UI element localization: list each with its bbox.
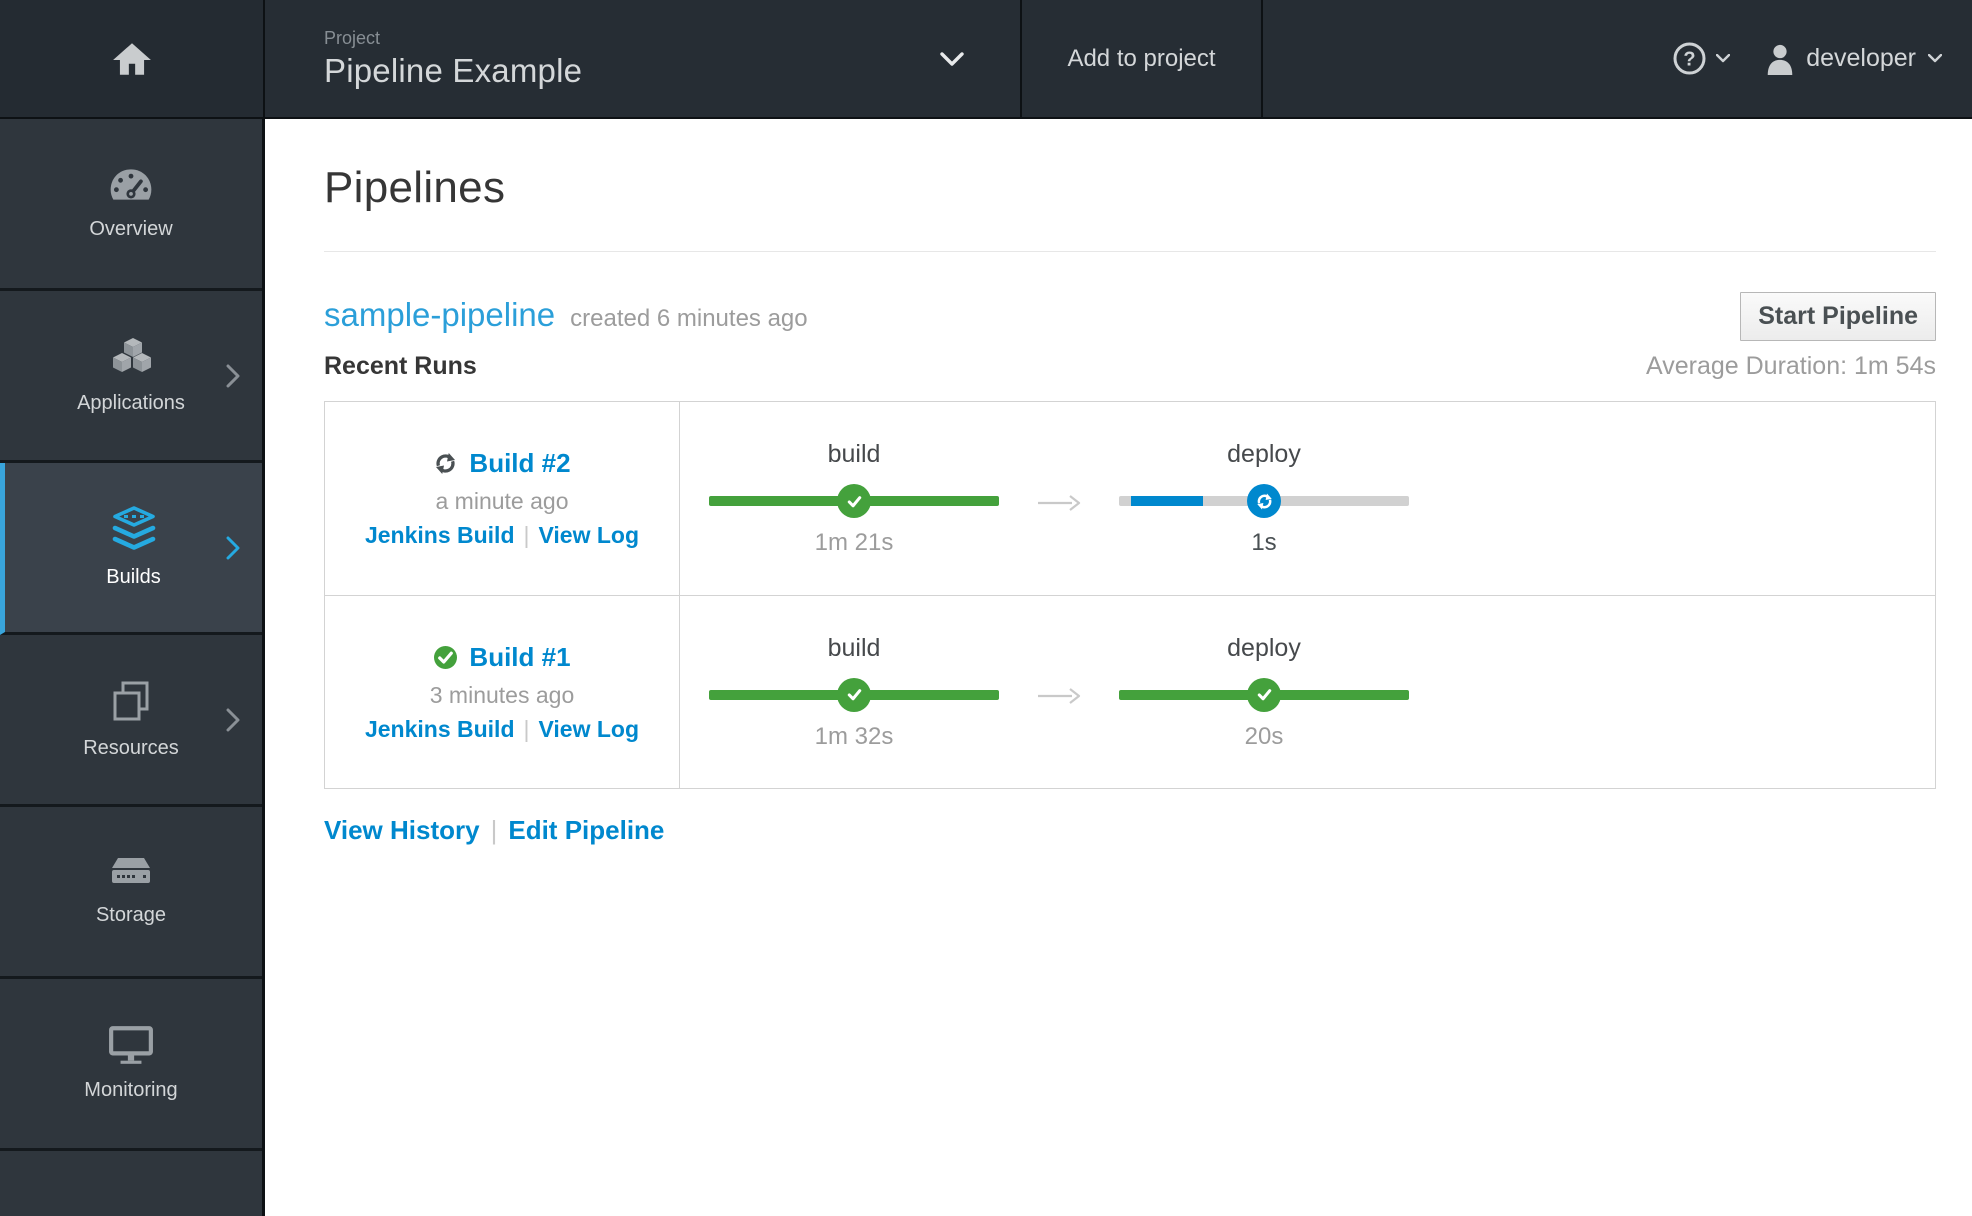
user-menu[interactable]: developer xyxy=(1766,0,1942,117)
chevron-down-icon xyxy=(940,52,964,66)
sidebar-item-applications[interactable]: Applications xyxy=(0,291,262,463)
chevron-down-icon xyxy=(1716,54,1731,63)
sidebar-item-label: Storage xyxy=(95,904,167,926)
sidebar-item-label: Applications xyxy=(77,392,185,414)
edit-pipeline-link[interactable]: Edit Pipeline xyxy=(508,815,665,845)
sidebar-item-resources[interactable]: Resources xyxy=(0,635,262,807)
stage-duration: 1m 32s xyxy=(814,722,894,750)
check-icon xyxy=(847,689,861,701)
main-content: Pipelines sample-pipeline created 6 minu… xyxy=(265,119,1972,1216)
stage-name: deploy xyxy=(1227,440,1301,468)
check-icon xyxy=(1257,689,1271,701)
dashboard-icon xyxy=(110,169,152,200)
project-name: Pipeline Example xyxy=(324,51,583,89)
user-icon xyxy=(1767,44,1793,75)
build-link[interactable]: Build #1 xyxy=(469,641,571,672)
run-row-build-1: Build #1 3 minutes ago Jenkins Build | V… xyxy=(325,595,1935,788)
stage-duration: 1s xyxy=(1251,529,1277,556)
arrow-right-icon xyxy=(1038,494,1081,511)
view-log-link[interactable]: View Log xyxy=(538,715,640,742)
run-time: 3 minutes ago xyxy=(429,681,575,708)
stage-success-badge xyxy=(837,677,871,712)
sync-icon xyxy=(1256,493,1272,509)
run-time: a minute ago xyxy=(435,488,569,514)
link-separator: | xyxy=(523,715,530,742)
pipeline-name-link[interactable]: sample-pipeline xyxy=(324,296,556,333)
sidebar-item-storage[interactable]: Storage xyxy=(0,807,262,979)
stage-build: build 1m 21s xyxy=(709,440,999,557)
stage-name: build xyxy=(827,633,881,662)
run-stages-cell: build 1m 32s xyxy=(680,596,1935,788)
stage-name: deploy xyxy=(1227,633,1301,662)
pipeline-header: sample-pipeline created 6 minutes ago St… xyxy=(324,292,1936,381)
view-history-link[interactable]: View History xyxy=(324,815,480,845)
stage-deploy: deploy 20s xyxy=(1119,634,1409,751)
stage-build: build 1m 32s xyxy=(709,634,999,751)
sidebar-overflow-item xyxy=(0,1151,262,1216)
stage-success-badge xyxy=(1247,677,1281,712)
stage-duration: 1m 21s xyxy=(814,529,894,556)
link-separator: | xyxy=(523,522,530,548)
link-separator: | xyxy=(490,815,498,845)
view-log-link[interactable]: View Log xyxy=(538,522,640,548)
sidebar-item-monitoring[interactable]: Monitoring xyxy=(0,979,262,1151)
builds-icon xyxy=(112,506,155,550)
recent-runs-table: Build #2 a minute ago Jenkins Build | Vi… xyxy=(324,401,1936,789)
stage-progress-fill xyxy=(1130,496,1204,506)
jenkins-build-link[interactable]: Jenkins Build xyxy=(364,522,515,548)
pipeline-actions: View History | Edit Pipeline xyxy=(324,815,1936,846)
average-duration-text: Average Duration: 1m 54s xyxy=(1646,352,1936,380)
top-bar: Project Pipeline Example Add to project … xyxy=(0,0,1972,119)
help-icon: ? xyxy=(1673,42,1706,75)
run-row-build-2: Build #2 a minute ago Jenkins Build | Vi… xyxy=(325,402,1935,595)
page-title: Pipelines xyxy=(324,163,1936,252)
run-summary-cell: Build #1 3 minutes ago Jenkins Build | V… xyxy=(325,596,680,788)
pipeline-created-text: created 6 minutes ago xyxy=(570,305,808,332)
chevron-down-icon xyxy=(1928,54,1942,63)
refresh-icon xyxy=(436,453,456,474)
chevron-right-icon xyxy=(226,364,240,387)
recent-runs-heading: Recent Runs xyxy=(324,352,477,380)
svg-text:?: ? xyxy=(1684,49,1696,71)
check-icon xyxy=(847,495,861,507)
stage-name: build xyxy=(827,440,881,468)
stage-duration: 20s xyxy=(1244,722,1284,750)
add-to-project-button[interactable]: Add to project xyxy=(1022,0,1263,117)
build-link[interactable]: Build #2 xyxy=(469,448,571,478)
chevron-right-icon xyxy=(226,708,240,731)
sidebar-item-label: Resources xyxy=(83,737,179,759)
jenkins-build-link[interactable]: Jenkins Build xyxy=(364,715,515,742)
home-button[interactable] xyxy=(0,0,265,117)
run-summary-cell: Build #2 a minute ago Jenkins Build | Vi… xyxy=(325,402,680,595)
sidebar-nav: Overview Applica xyxy=(0,119,265,1216)
arrow-right-icon xyxy=(1038,688,1081,704)
topbar-spacer xyxy=(1263,0,1672,117)
stage-deploy: deploy xyxy=(1119,440,1409,557)
sidebar-item-builds[interactable]: Builds xyxy=(0,463,262,635)
help-menu[interactable]: ? xyxy=(1672,0,1731,117)
chevron-right-icon xyxy=(226,536,240,559)
username: developer xyxy=(1806,44,1916,72)
cubes-icon xyxy=(113,338,151,372)
home-icon xyxy=(112,42,151,75)
run-stages-cell: build 1m 21s xyxy=(680,402,1935,595)
stage-success-badge xyxy=(837,484,871,518)
copy-icon xyxy=(113,681,149,721)
sidebar-item-overview[interactable]: Overview xyxy=(0,119,262,291)
start-pipeline-button[interactable]: Start Pipeline xyxy=(1740,292,1936,341)
storage-icon xyxy=(112,858,150,883)
sidebar-item-label: Overview xyxy=(89,218,173,240)
check-circle-icon xyxy=(434,645,458,669)
project-selector[interactable]: Project Pipeline Example xyxy=(265,0,1022,117)
sidebar-item-label: Monitoring xyxy=(84,1079,178,1101)
stage-running-badge xyxy=(1247,484,1281,518)
sidebar-item-label: Builds xyxy=(106,566,161,588)
monitor-icon xyxy=(109,1026,153,1064)
project-label: Project xyxy=(324,27,381,48)
